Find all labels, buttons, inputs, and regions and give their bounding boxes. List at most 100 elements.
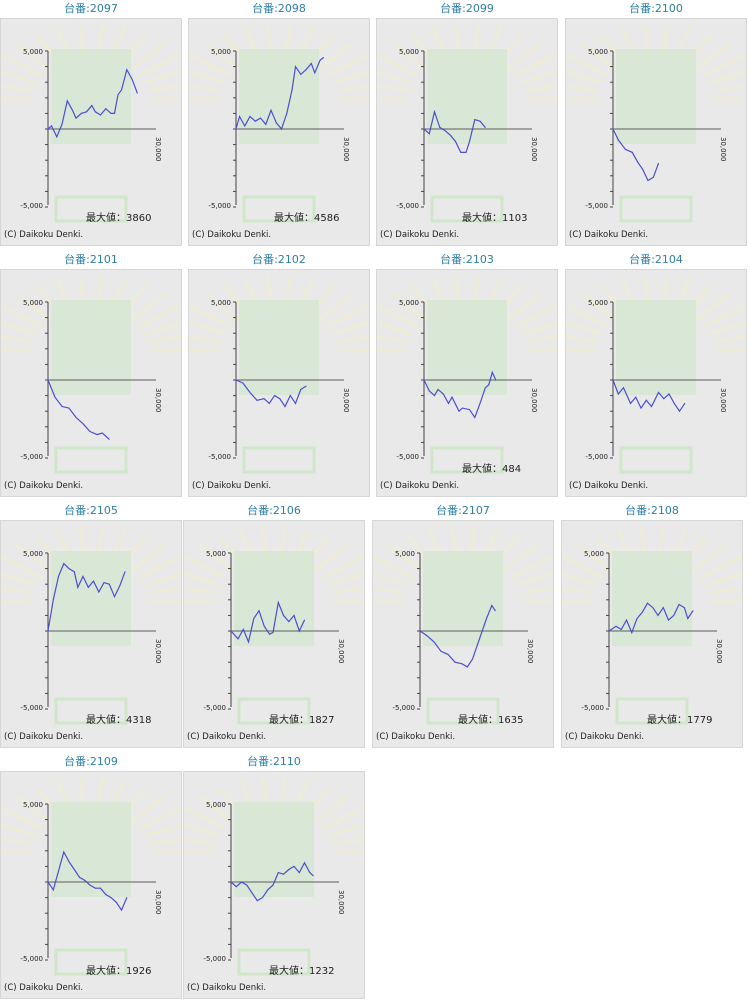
- x-tick-label: 30,000: [526, 639, 534, 664]
- chart-tile[interactable]: 台番:2097 5,000 -5,000 30,000 最大値：3860 (C) D…: [0, 0, 182, 246]
- machine-number-title[interactable]: 台番:2099: [440, 2, 494, 15]
- data-point: [645, 399, 647, 401]
- data-point: [61, 406, 63, 408]
- copyright: (C) Daikoku Denki.: [4, 732, 84, 742]
- data-point: [66, 100, 68, 102]
- chart-tile[interactable]: 台番:2099 5,000 -5,000 30,000 最大値：1103 (C) D…: [376, 0, 558, 246]
- data-point: [433, 641, 435, 643]
- max-value-label: 最大値：1827: [269, 715, 335, 726]
- chart-tile[interactable]: 台番:2107 5,000 -5,000 30,000 最大値：1635 (C) D…: [372, 502, 554, 748]
- data-point: [647, 602, 648, 604]
- chart-tile[interactable]: 台番:2106 5,000 -5,000 30,000 最大値：1827 (C) D…: [183, 502, 365, 748]
- machine-number-title[interactable]: 台番:2103: [440, 253, 494, 266]
- data-point: [434, 395, 435, 397]
- data-point: [678, 603, 680, 605]
- data-point: [230, 881, 232, 883]
- data-point: [486, 618, 487, 620]
- data-point: [673, 402, 675, 404]
- machine-number-title[interactable]: 台番:2109: [64, 755, 118, 768]
- data-point: [615, 625, 617, 627]
- machine-number-title[interactable]: 台番:2104: [629, 253, 683, 266]
- max-value-label: 最大値：4318: [86, 715, 152, 726]
- copyright: (C) Daikoku Denki.: [187, 983, 267, 993]
- y-tick-label: 5,000: [23, 550, 43, 558]
- x-tick-label: 30,000: [154, 137, 162, 162]
- line-chart: 5,000 -5,000 30,000: [373, 526, 553, 725]
- x-tick-label: 30,000: [719, 137, 727, 162]
- chart-tile[interactable]: 台番:2109 5,000 -5,000 30,000 最大値：1926 (C) D…: [0, 753, 182, 999]
- data-point: [283, 614, 284, 616]
- data-point: [641, 611, 643, 613]
- background-machine-image: [612, 551, 692, 646]
- data-point: [684, 402, 686, 404]
- x-tick-label: 30,000: [530, 388, 538, 413]
- data-point: [304, 619, 305, 621]
- data-point: [652, 607, 654, 609]
- graph-panel: 5,000 -5,000 30,000 (C) Daikoku Denki.: [0, 269, 182, 497]
- machine-number-title[interactable]: 台番:2100: [629, 2, 683, 15]
- chart-tile[interactable]: 台番:2104 5,000 -5,000 30,000 (C) Daikoku De…: [565, 251, 747, 497]
- data-point: [126, 897, 128, 899]
- data-point: [89, 430, 91, 432]
- chart-tile[interactable]: 台番:2101 5,000 -5,000 30,000 (C) Daikoku De…: [0, 251, 182, 497]
- data-point: [647, 179, 649, 181]
- data-point: [61, 123, 63, 125]
- background-machine-image: [234, 551, 314, 646]
- y-tick-label: 5,000: [211, 299, 231, 307]
- data-point: [461, 663, 463, 665]
- line-chart: 5,000 -5,000 30,000: [184, 526, 364, 725]
- x-tick-label: 30,000: [715, 639, 723, 664]
- machine-number-title[interactable]: 台番:2106: [247, 504, 301, 517]
- line-chart: 5,000 -5,000 30,000: [189, 24, 369, 223]
- background-machine-image: [51, 300, 131, 395]
- data-point: [673, 614, 675, 616]
- chart-tile[interactable]: 台番:2105 5,000 -5,000 30,000 最大値：4318 (C) D…: [0, 502, 182, 748]
- y-tick-label: 5,000: [588, 299, 608, 307]
- graph-panel: 5,000 -5,000 30,000 最大値：1926 (C) Daikoku D…: [0, 771, 182, 999]
- data-point: [309, 872, 311, 874]
- data-point: [491, 371, 493, 373]
- max-value-label: 最大値：4586: [274, 213, 340, 224]
- background-machine-image: [239, 49, 319, 144]
- data-point: [52, 889, 54, 891]
- machine-number-title[interactable]: 台番:2108: [625, 504, 679, 517]
- data-point: [455, 140, 456, 142]
- chart-tile[interactable]: 台番:2103 5,000 -5,000 30,000 最大値：484 (C) Da…: [376, 251, 558, 497]
- data-point: [617, 393, 619, 395]
- data-point: [298, 872, 300, 874]
- chart-tile[interactable]: 台番:2108 5,000 -5,000 30,000 最大値：1779 (C) D…: [561, 502, 743, 748]
- machine-number-title[interactable]: 台番:2098: [252, 2, 306, 15]
- data-point: [658, 391, 659, 393]
- data-point: [640, 407, 642, 409]
- machine-number-title[interactable]: 台番:2105: [64, 504, 118, 517]
- data-point: [47, 630, 49, 632]
- background-machine-image: [427, 300, 507, 395]
- data-point: [249, 391, 251, 393]
- data-point: [235, 886, 237, 888]
- machine-number-title[interactable]: 台番:2101: [64, 253, 118, 266]
- chart-tile[interactable]: 台番:2098 5,000 -5,000 30,000 最大値：4586 (C) D…: [188, 0, 370, 246]
- data-point: [274, 395, 275, 397]
- data-point: [51, 125, 52, 127]
- machine-number-title[interactable]: 台番:2107: [436, 504, 490, 517]
- data-point: [642, 169, 644, 171]
- data-point: [692, 610, 694, 612]
- chart-tile[interactable]: 台番:2100 5,000 -5,000 30,000 (C) Daikoku De…: [565, 0, 747, 246]
- background-tray-image: [430, 195, 504, 223]
- max-value-label: 最大値：1779: [647, 715, 713, 726]
- data-point: [284, 406, 286, 408]
- machine-number-title[interactable]: 台番:2097: [64, 2, 118, 15]
- machine-number-title[interactable]: 台番:2110: [247, 755, 301, 768]
- data-point: [256, 399, 258, 401]
- data-point: [237, 638, 239, 640]
- data-point: [668, 619, 669, 621]
- line-chart: 5,000 -5,000 30,000: [377, 275, 557, 474]
- chart-tile[interactable]: 台番:2110 5,000 -5,000 30,000 最大値：1232 (C) D…: [183, 753, 365, 999]
- chart-tile[interactable]: 台番:2102 5,000 -5,000 30,000 (C) Daikoku De…: [188, 251, 370, 497]
- data-point: [472, 658, 473, 660]
- data-point: [63, 563, 65, 565]
- machine-number-title[interactable]: 台番:2102: [252, 253, 306, 266]
- background-tray-image: [242, 195, 316, 223]
- data-point: [248, 641, 249, 643]
- line-chart: 5,000 -5,000 30,000: [1, 526, 181, 725]
